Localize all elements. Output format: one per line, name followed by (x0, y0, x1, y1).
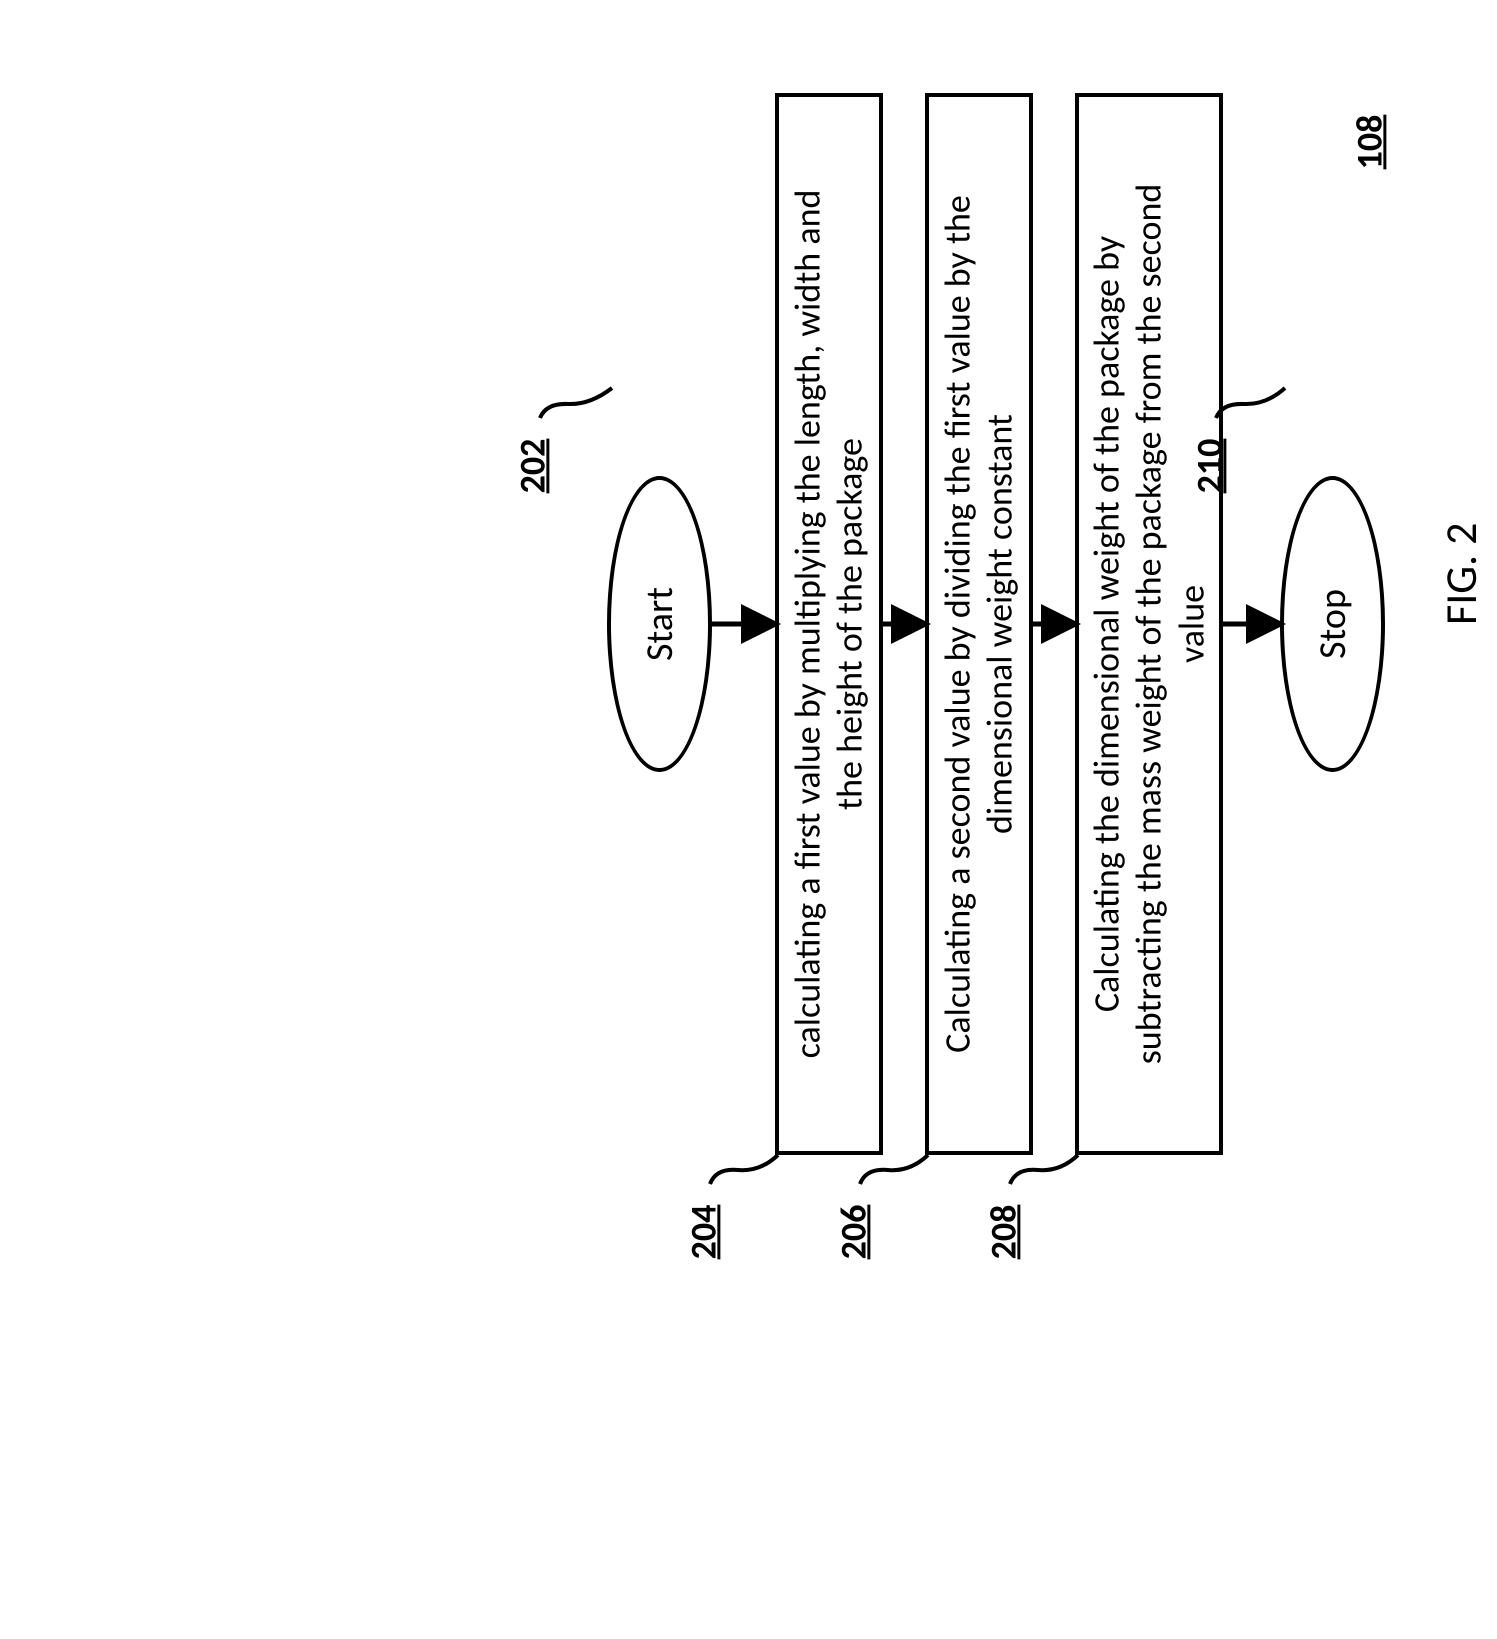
process-step-2-label: Calculating a second value by dividing t… (937, 195, 1022, 1053)
process-step-1: calculating a first value by multiplying… (775, 93, 883, 1155)
stop-terminator: Stop (1280, 476, 1385, 772)
process-step-3-label: Calculating the dimensional weight of th… (1085, 184, 1212, 1065)
stop-label: Stop (1309, 589, 1355, 659)
process-step-1-label: calculating a first value by multiplying… (787, 190, 872, 1059)
start-label: Start (637, 587, 683, 661)
figure-caption: FIG. 2 (1434, 523, 1488, 625)
ref-206: 206 (831, 1205, 875, 1260)
ref-202: 202 (510, 439, 554, 494)
ref-204: 204 (681, 1205, 725, 1260)
ref-108: 108 (1347, 115, 1391, 170)
diagram-canvas: Start calculating a first value by multi… (0, 0, 1497, 1639)
process-step-3: Calculating the dimensional weight of th… (1075, 93, 1223, 1155)
ref-210: 210 (1187, 439, 1231, 494)
process-step-2: Calculating a second value by dividing t… (925, 93, 1033, 1155)
ref-208: 208 (981, 1205, 1025, 1260)
connectors-layer (0, 0, 1497, 1639)
start-terminator: Start (607, 476, 712, 772)
